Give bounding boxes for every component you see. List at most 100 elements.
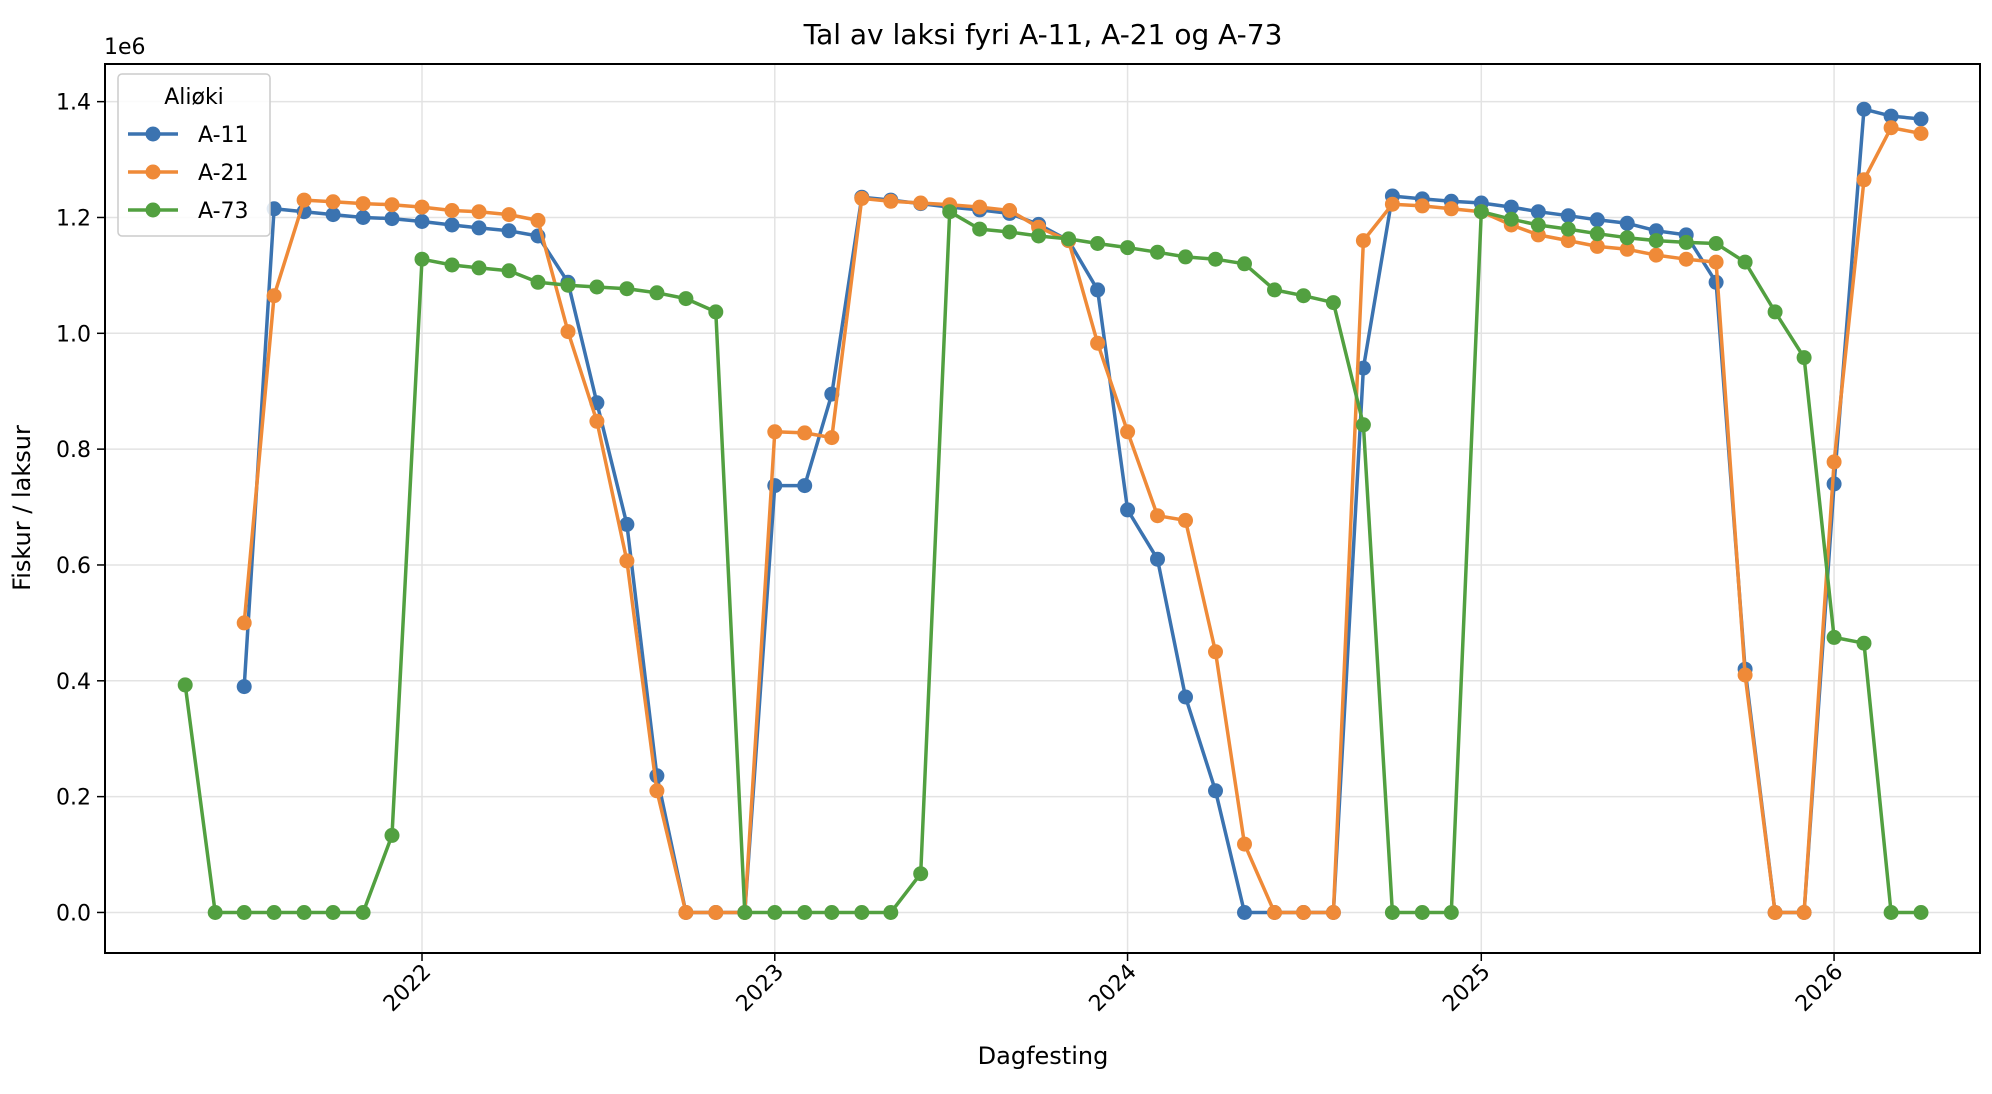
x-tick-label: 2022 bbox=[379, 960, 436, 1017]
data-point bbox=[1560, 233, 1576, 249]
data-point bbox=[1090, 282, 1106, 298]
data-point bbox=[1355, 417, 1371, 433]
data-point bbox=[1150, 508, 1165, 524]
data-point bbox=[1178, 249, 1193, 265]
data-point bbox=[530, 212, 546, 228]
data-point bbox=[1767, 905, 1783, 920]
data-point bbox=[471, 260, 487, 276]
y-tick-label: 0.4 bbox=[56, 670, 91, 695]
data-point bbox=[471, 204, 487, 220]
data-point bbox=[1913, 126, 1929, 141]
data-point bbox=[1737, 667, 1753, 683]
data-point bbox=[1530, 217, 1546, 233]
data-point bbox=[1178, 512, 1193, 528]
data-point bbox=[589, 413, 605, 429]
data-point bbox=[589, 279, 605, 295]
data-point bbox=[1560, 208, 1576, 224]
x-tick-label: 2023 bbox=[732, 960, 789, 1017]
data-point bbox=[177, 677, 193, 693]
y-offset-label: 1e6 bbox=[104, 35, 146, 60]
data-point bbox=[355, 905, 371, 920]
data-point bbox=[1619, 215, 1635, 231]
data-point bbox=[1826, 454, 1842, 470]
data-point bbox=[1237, 905, 1252, 920]
data-point bbox=[1267, 282, 1282, 298]
data-point bbox=[1708, 236, 1724, 251]
legend-title: Aliøki bbox=[164, 85, 224, 110]
data-point bbox=[296, 192, 312, 208]
data-point bbox=[530, 274, 546, 290]
data-point bbox=[266, 905, 282, 920]
data-point bbox=[1237, 256, 1252, 272]
data-point bbox=[384, 197, 400, 213]
data-point bbox=[325, 194, 341, 210]
data-point bbox=[797, 478, 813, 494]
data-point bbox=[1120, 240, 1136, 256]
data-point bbox=[1296, 288, 1311, 304]
y-axis: 0.0 0.2 0.4 0.6 0.8 1.0 1.2 1.4 bbox=[56, 91, 105, 926]
data-point bbox=[325, 207, 341, 223]
data-point bbox=[266, 288, 282, 304]
legend-box bbox=[117, 73, 271, 237]
data-point bbox=[1796, 905, 1812, 920]
data-point bbox=[619, 553, 635, 569]
y-tick-label: 1.0 bbox=[56, 322, 91, 347]
legend-label: A-73 bbox=[198, 199, 249, 224]
data-point bbox=[678, 905, 694, 920]
series-layer bbox=[177, 101, 1929, 920]
y-tick-label: 1.2 bbox=[56, 206, 91, 231]
data-point bbox=[883, 193, 899, 209]
data-point bbox=[1325, 905, 1341, 920]
data-point bbox=[619, 281, 635, 297]
data-point bbox=[1503, 211, 1519, 227]
data-point bbox=[471, 220, 487, 236]
data-point bbox=[1237, 836, 1252, 852]
data-point bbox=[207, 905, 223, 920]
plot-frame bbox=[104, 63, 1981, 954]
data-point bbox=[1589, 226, 1605, 242]
data-point bbox=[737, 905, 753, 920]
data-point bbox=[1856, 635, 1872, 651]
y-axis-label: Fiskur / laksur bbox=[8, 425, 36, 591]
data-point bbox=[1678, 251, 1694, 267]
data-point bbox=[1090, 335, 1106, 351]
legend-label: A-11 bbox=[198, 123, 249, 148]
data-point bbox=[414, 214, 430, 229]
data-point bbox=[1120, 424, 1136, 440]
data-point bbox=[414, 199, 430, 215]
data-point bbox=[1443, 905, 1459, 920]
data-point bbox=[1120, 502, 1136, 518]
x-tick-label: 2025 bbox=[1438, 960, 1495, 1017]
data-point bbox=[1530, 204, 1546, 220]
data-point bbox=[942, 204, 958, 220]
x-tick-label: 2026 bbox=[1791, 960, 1848, 1017]
data-point bbox=[708, 905, 724, 920]
data-point bbox=[1708, 254, 1724, 270]
data-point bbox=[708, 304, 724, 320]
data-point bbox=[913, 866, 929, 882]
data-point bbox=[1384, 196, 1400, 212]
data-point bbox=[1443, 201, 1459, 217]
data-point bbox=[797, 425, 813, 441]
data-point bbox=[1883, 108, 1899, 124]
data-point bbox=[767, 424, 783, 440]
x-axis: 2022 2023 2024 2025 2026 bbox=[379, 953, 1848, 1017]
data-point bbox=[1414, 198, 1430, 214]
data-point bbox=[1384, 905, 1400, 920]
y-tick-label: 0.0 bbox=[56, 901, 91, 926]
x-axis-label: Dagfesting bbox=[978, 1042, 1109, 1070]
data-point bbox=[797, 905, 813, 920]
data-point bbox=[913, 195, 929, 211]
data-point bbox=[1856, 172, 1872, 188]
data-point bbox=[236, 905, 252, 920]
data-point bbox=[854, 905, 870, 920]
data-point bbox=[1002, 203, 1018, 218]
series-line bbox=[183, 209, 1921, 915]
legend-item-a-21: A-21 bbox=[128, 161, 249, 186]
grid bbox=[105, 64, 1980, 953]
data-point bbox=[1648, 247, 1664, 263]
data-point bbox=[444, 217, 460, 233]
series-line bbox=[242, 125, 1922, 915]
data-point bbox=[854, 190, 870, 206]
